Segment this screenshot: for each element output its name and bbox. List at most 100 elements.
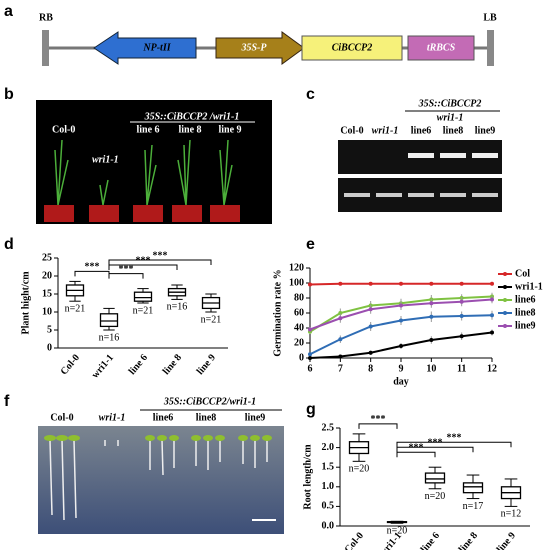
n-label: n=20 (349, 464, 370, 475)
point (429, 338, 434, 342)
x-tick-label: 8 (368, 363, 373, 374)
point (459, 281, 464, 286)
n-label: n=20 (425, 491, 446, 502)
significance-bracket (396, 441, 512, 448)
panel-label: f (4, 393, 10, 410)
point (459, 299, 464, 304)
seedling-photo: Col-0 wri1-1 35S::CiBCCP2/wri1-1 line6 l… (38, 396, 284, 534)
legend-label: line6 (515, 294, 536, 305)
legend-swatch (503, 324, 507, 328)
box (99, 313, 119, 328)
panel-label: a (4, 3, 13, 20)
lane-label: wri1-1 (99, 412, 126, 423)
significance-label: *** (447, 432, 462, 443)
photo-label: Col-0 (52, 124, 75, 135)
legend-swatch (503, 311, 507, 315)
y-axis-label: Root length/cm (302, 444, 313, 510)
point (338, 316, 343, 321)
x-tick-label: line 6 (127, 352, 150, 377)
x-tick-label: line 6 (419, 530, 442, 550)
y-axis-label: Germination rate % (272, 269, 283, 356)
y-tick-label: 2.0 (322, 442, 335, 453)
y-tick-label: 0.5 (322, 501, 335, 512)
point (490, 330, 494, 335)
lane-label: line8 (443, 125, 464, 136)
gel-label: 35S::CiBCCP2 (418, 98, 482, 109)
significance-label: *** (371, 414, 386, 425)
y-tick-label: 10 (42, 306, 52, 317)
point (429, 281, 434, 286)
x-tick-label: line 8 (161, 352, 184, 377)
y-tick-label: 2.5 (322, 422, 335, 433)
significance-bracket (108, 264, 178, 270)
box (462, 482, 484, 494)
point (490, 313, 494, 318)
point (308, 282, 312, 287)
point (368, 281, 373, 286)
point (459, 314, 464, 318)
significance-bracket (358, 423, 398, 429)
legend-label: line8 (515, 307, 536, 318)
point (308, 327, 312, 332)
y-axis-label: Plant hight/cm (20, 271, 31, 335)
significance-label: *** (119, 264, 134, 275)
legend-label: line9 (515, 320, 536, 331)
legend-label: Col (515, 268, 530, 279)
y-tick-label: 80 (294, 292, 304, 303)
point (338, 337, 343, 342)
photo-label: line 6 (136, 124, 159, 135)
x-axis-label: day (393, 376, 409, 387)
point (308, 352, 312, 357)
point (399, 318, 403, 323)
significance-label: *** (85, 262, 100, 273)
element-label: 35S-P (241, 42, 268, 53)
lane-label: line6 (153, 412, 174, 423)
photo-label: line 9 (218, 124, 241, 135)
y-tick-label: 40 (294, 322, 304, 333)
panel-label: g (306, 401, 316, 418)
element-label: CiBCCP2 (332, 42, 373, 53)
plant-photo: Col-0 wri1-1 35S::CiBCCP2 /wri1-1 line 6… (36, 100, 272, 224)
point (399, 281, 403, 286)
point (429, 314, 434, 319)
y-tick-label: 1.5 (322, 461, 335, 472)
point (429, 301, 434, 306)
point (338, 354, 343, 359)
x-tick-label: 12 (487, 363, 497, 374)
n-label: n=16 (167, 302, 188, 313)
n-label: n=21 (65, 303, 86, 314)
significance-bracket (108, 273, 144, 279)
panel-label: c (306, 86, 315, 103)
x-tick-label: wri1-1 (90, 352, 116, 380)
lane-label: Col-0 (50, 412, 73, 423)
element-label: NP-tII (142, 42, 171, 53)
lane-label: line9 (475, 125, 496, 136)
border-label: LB (483, 12, 497, 23)
x-tick-label: 9 (399, 363, 404, 374)
x-tick-label: line 8 (457, 530, 480, 550)
n-label: n=12 (501, 509, 522, 520)
box (424, 472, 446, 484)
point (368, 307, 373, 312)
legend-swatch (503, 272, 507, 276)
x-tick-label: 10 (426, 363, 436, 374)
panel-label: b (4, 86, 14, 103)
n-label: n=21 (133, 305, 154, 316)
point (459, 334, 464, 339)
y-tick-label: 0.0 (322, 520, 335, 531)
gel: 35S::CiBCCP2 wri1-1 Col-0 wri1-1 line6 l… (338, 98, 502, 212)
lane-label: wri1-1 (372, 125, 399, 136)
y-tick-label: 60 (294, 307, 304, 318)
significance-bracket (108, 259, 212, 265)
n-label: n=17 (463, 501, 484, 512)
photo-label: line 8 (178, 124, 201, 135)
y-tick-label: 0 (299, 352, 304, 363)
legend-swatch (503, 285, 507, 289)
panel-label: d (4, 236, 14, 253)
n-label: n=20 (387, 526, 408, 537)
x-tick-label: Col-0 (59, 352, 82, 377)
point (308, 356, 312, 360)
point (338, 281, 343, 286)
point (490, 281, 494, 286)
